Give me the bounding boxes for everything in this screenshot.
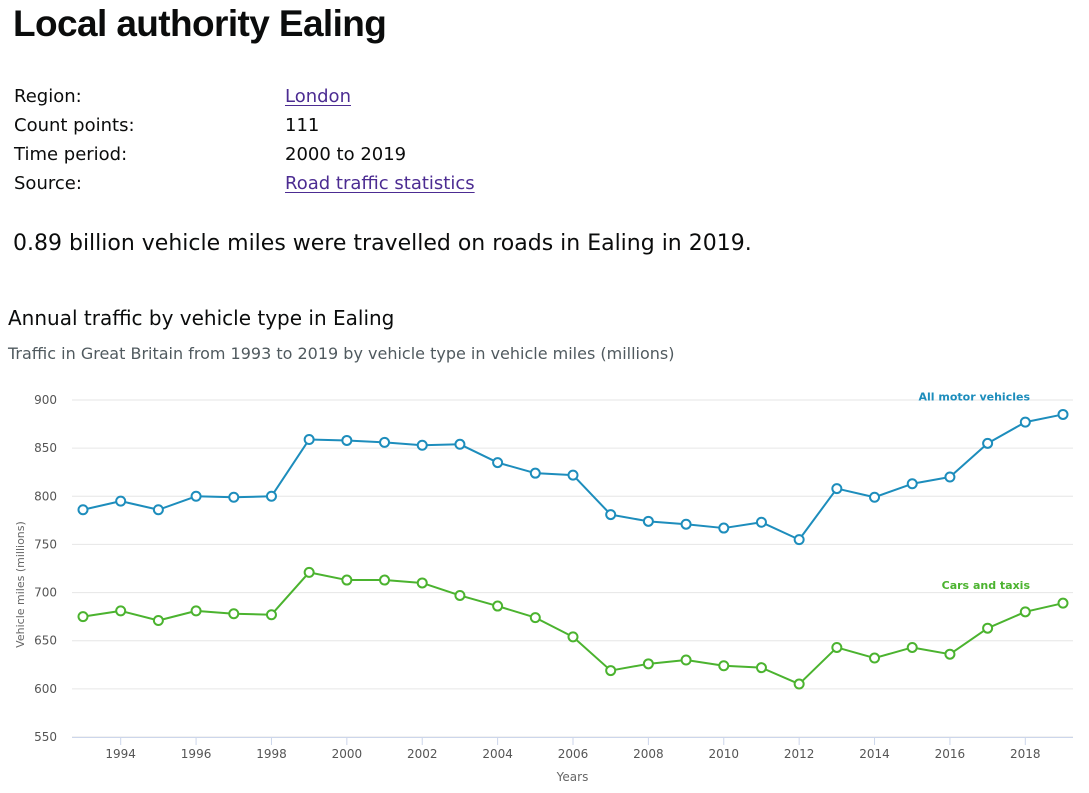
y-tick-label: 900 (34, 393, 57, 407)
count-points-value: 111 (285, 115, 320, 136)
x-tick-label: 2006 (558, 747, 589, 761)
headline-statistic: 0.89 billion vehicle miles were travelle… (13, 231, 752, 256)
x-tick-label: 2012 (784, 747, 815, 761)
source-key: Source: (14, 173, 82, 194)
data-point-cars-and-taxis[interactable] (718, 660, 730, 672)
data-point-all-motor-vehicles[interactable] (869, 491, 881, 503)
summary-row-time-period: Time period: 2000 to 2019 (14, 140, 475, 169)
x-tick-label: 2004 (482, 747, 513, 761)
data-point-all-motor-vehicles[interactable] (341, 434, 353, 446)
data-point-cars-and-taxis[interactable] (642, 658, 654, 670)
data-point-cars-and-taxis[interactable] (529, 612, 541, 624)
data-point-all-motor-vehicles[interactable] (303, 433, 315, 445)
data-point-all-motor-vehicles[interactable] (152, 504, 164, 516)
data-point-cars-and-taxis[interactable] (152, 614, 164, 626)
x-axis-title: Years (556, 770, 589, 784)
x-tick-label: 2008 (633, 747, 664, 761)
data-point-cars-and-taxis[interactable] (793, 678, 805, 690)
data-point-all-motor-vehicles[interactable] (755, 516, 767, 528)
data-point-all-motor-vehicles[interactable] (228, 491, 240, 503)
data-point-cars-and-taxis[interactable] (190, 605, 202, 617)
data-point-all-motor-vehicles[interactable] (982, 437, 994, 449)
summary-list: Region: London Count points: 111 Time pe… (14, 82, 475, 198)
x-tick-label: 1996 (181, 747, 212, 761)
x-tick-label: 1994 (105, 747, 136, 761)
data-point-all-motor-vehicles[interactable] (529, 467, 541, 479)
y-tick-label: 750 (34, 537, 57, 551)
data-point-cars-and-taxis[interactable] (755, 662, 767, 674)
region-link[interactable]: London (285, 86, 351, 107)
y-axis-title: Vehicle miles (millions) (14, 521, 27, 648)
data-point-cars-and-taxis[interactable] (492, 600, 504, 612)
series-line-cars-and-taxis (82, 571, 1064, 686)
data-point-cars-and-taxis[interactable] (567, 631, 579, 643)
x-tick-label: 2000 (332, 747, 363, 761)
data-point-all-motor-vehicles[interactable] (190, 490, 202, 502)
data-point-cars-and-taxis[interactable] (1019, 606, 1031, 618)
data-point-cars-and-taxis[interactable] (831, 641, 843, 653)
data-point-all-motor-vehicles[interactable] (793, 534, 805, 546)
data-point-all-motor-vehicles[interactable] (718, 522, 730, 534)
data-point-all-motor-vehicles[interactable] (906, 478, 918, 490)
data-point-all-motor-vehicles[interactable] (77, 504, 89, 516)
summary-row-region: Region: London (14, 82, 475, 111)
data-point-all-motor-vehicles[interactable] (642, 515, 654, 527)
data-point-all-motor-vehicles[interactable] (1019, 416, 1031, 428)
data-point-all-motor-vehicles[interactable] (1057, 408, 1069, 420)
data-point-all-motor-vehicles[interactable] (567, 469, 579, 481)
data-point-cars-and-taxis[interactable] (944, 648, 956, 660)
x-tick-label: 2002 (407, 747, 438, 761)
y-tick-label: 650 (34, 634, 57, 648)
time-period-value: 2000 to 2019 (285, 144, 407, 165)
data-point-all-motor-vehicles[interactable] (416, 439, 428, 451)
y-tick-label: 600 (34, 682, 57, 696)
data-point-cars-and-taxis[interactable] (982, 622, 994, 634)
data-point-all-motor-vehicles[interactable] (831, 483, 843, 495)
data-point-all-motor-vehicles[interactable] (379, 436, 391, 448)
data-point-cars-and-taxis[interactable] (605, 665, 617, 677)
data-point-cars-and-taxis[interactable] (454, 589, 466, 601)
data-point-all-motor-vehicles[interactable] (605, 509, 617, 521)
x-tick-label: 2016 (935, 747, 966, 761)
data-point-all-motor-vehicles[interactable] (115, 495, 127, 507)
page-title: Local authority Ealing (13, 3, 387, 44)
y-tick-label: 850 (34, 441, 57, 455)
data-point-cars-and-taxis[interactable] (416, 577, 428, 589)
y-tick-label: 700 (34, 586, 57, 600)
data-point-cars-and-taxis[interactable] (379, 574, 391, 586)
chart-title: Annual traffic by vehicle type in Ealing (8, 306, 395, 330)
data-point-cars-and-taxis[interactable] (341, 574, 353, 586)
data-point-cars-and-taxis[interactable] (869, 652, 881, 664)
data-point-cars-and-taxis[interactable] (115, 605, 127, 617)
region-key: Region: (14, 86, 82, 107)
source-link[interactable]: Road traffic statistics (285, 173, 475, 194)
x-tick-label: 2010 (708, 747, 739, 761)
data-point-cars-and-taxis[interactable] (265, 609, 277, 621)
data-point-cars-and-taxis[interactable] (680, 654, 692, 666)
summary-row-count-points: Count points: 111 (14, 111, 475, 140)
data-point-all-motor-vehicles[interactable] (680, 518, 692, 530)
summary-row-source: Source: Road traffic statistics (14, 169, 475, 198)
series-label-all-motor-vehicles: All motor vehicles (918, 390, 1030, 403)
time-period-key: Time period: (14, 144, 128, 165)
data-point-all-motor-vehicles[interactable] (454, 438, 466, 450)
data-point-cars-and-taxis[interactable] (77, 611, 89, 623)
data-point-all-motor-vehicles[interactable] (492, 457, 504, 469)
data-point-cars-and-taxis[interactable] (303, 566, 315, 578)
data-point-cars-and-taxis[interactable] (1057, 597, 1069, 609)
count-points-key: Count points: (14, 115, 135, 136)
x-tick-label: 2014 (859, 747, 890, 761)
y-tick-label: 550 (34, 730, 57, 744)
data-point-cars-and-taxis[interactable] (228, 608, 240, 620)
x-tick-label: 1998 (256, 747, 287, 761)
y-tick-label: 800 (34, 489, 57, 503)
series-label-cars-and-taxis: Cars and taxis (942, 579, 1031, 592)
line-chart: 550 600 650 700 750 800 850 900 1994 1996 1998 2000… (14, 390, 1073, 784)
data-point-all-motor-vehicles[interactable] (944, 471, 956, 483)
data-point-cars-and-taxis[interactable] (906, 641, 918, 653)
chart-subtitle: Traffic in Great Britain from 1993 to 20… (8, 344, 675, 363)
data-point-all-motor-vehicles[interactable] (265, 490, 277, 502)
x-tick-label: 2018 (1010, 747, 1041, 761)
